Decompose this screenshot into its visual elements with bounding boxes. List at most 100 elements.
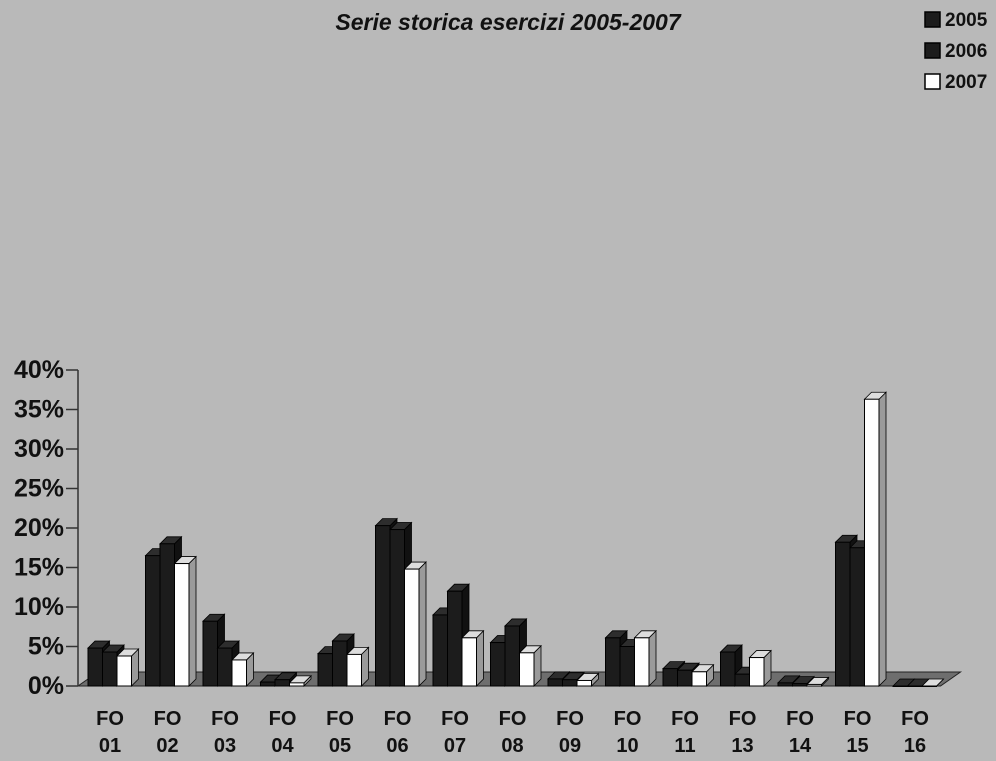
y-tick-label: 30%: [14, 435, 64, 463]
y-tick-label: 15%: [14, 554, 64, 582]
x-tick-label: FO: [556, 708, 584, 730]
bar-front: [662, 668, 678, 687]
x-tick-label: 03: [214, 735, 236, 757]
bar: [633, 629, 657, 687]
bar: [116, 648, 140, 687]
bar: [231, 651, 255, 687]
x-tick-label: FO: [729, 708, 757, 730]
bar-front: [504, 625, 520, 687]
bar-front: [562, 679, 578, 687]
bar: [518, 644, 542, 687]
bar-front: [260, 681, 276, 687]
bar: [173, 555, 197, 687]
x-tick-label: FO: [211, 708, 239, 730]
x-tick-label: 06: [386, 735, 408, 757]
x-tick-label: 13: [731, 735, 753, 757]
bar-front: [389, 529, 405, 687]
bar: [576, 672, 600, 687]
bar-front: [375, 525, 391, 687]
bar-front: [159, 543, 175, 687]
bar-front: [289, 682, 305, 687]
bar-front: [849, 547, 865, 687]
bar-front: [605, 637, 621, 687]
bar-front: [174, 563, 190, 687]
bar-front: [145, 555, 161, 687]
y-tick-label: 25%: [14, 475, 64, 503]
x-tick-label: FO: [614, 708, 642, 730]
bar-front: [792, 683, 808, 687]
x-tick-label: 10: [616, 735, 638, 757]
bar-front: [490, 642, 506, 687]
bar-front: [217, 647, 233, 687]
bar-front: [864, 398, 880, 687]
bar: [921, 678, 945, 687]
bar-side: [476, 629, 484, 687]
bar-front: [202, 620, 218, 687]
bar: [288, 674, 312, 687]
chart-subtitle: Serie storica esercizi 2005-2007: [335, 9, 681, 35]
bar-front: [274, 679, 290, 687]
x-tick-label: FO: [786, 708, 814, 730]
y-tick-label: 5%: [28, 633, 64, 661]
bar-front: [921, 685, 937, 687]
x-tick-label: 08: [501, 735, 523, 757]
bar-front: [346, 653, 362, 687]
y-tick-label: 0%: [28, 672, 64, 700]
bar-front: [317, 653, 333, 687]
bar-front: [547, 678, 563, 687]
legend-swatch: [924, 42, 941, 59]
legend-swatch: [924, 11, 941, 28]
y-tick-label: 40%: [14, 356, 64, 384]
legend-label: 2005: [945, 10, 988, 31]
x-tick-label: 15: [846, 735, 868, 757]
bar-front: [519, 652, 535, 687]
x-tick-label: 01: [99, 735, 121, 757]
legend-swatch: [924, 73, 941, 90]
x-tick-label: FO: [499, 708, 527, 730]
bars-group: [87, 391, 945, 687]
bar-front: [116, 655, 132, 687]
bar-side: [878, 391, 887, 687]
bar-front: [892, 685, 908, 687]
x-tick-label: FO: [154, 708, 182, 730]
x-tick-label: 16: [904, 735, 926, 757]
bar-front: [619, 646, 635, 687]
bar-front: [720, 651, 736, 687]
bar-front: [835, 541, 851, 687]
bar-front: [231, 659, 247, 687]
x-tick-label: FO: [326, 708, 354, 730]
y-tick-label: 20%: [14, 514, 64, 542]
bar-side: [648, 629, 657, 687]
bar: [461, 629, 485, 687]
x-axis: FO 01 FO 02 FO 03 FO 04 FO 05 FO 06 FO 07 FO 08 FO 09 FO 10…: [96, 708, 929, 757]
bar-front: [677, 669, 693, 687]
x-tick-label: FO: [96, 708, 124, 730]
x-tick-label: FO: [441, 708, 469, 730]
x-tick-label: FO: [671, 708, 699, 730]
y-tick-label: 35%: [14, 396, 64, 424]
bar: [748, 649, 772, 687]
bar: [346, 646, 370, 687]
bar-front: [461, 637, 477, 687]
bar-front: [806, 683, 822, 687]
x-tick-label: 09: [559, 735, 581, 757]
x-tick-label: 05: [329, 735, 351, 757]
x-tick-label: 14: [789, 735, 812, 757]
bar: [806, 676, 830, 687]
y-tick-label: 10%: [14, 593, 64, 621]
y-axis: 0% 5% 10% 15% 20% 25% 30% 35% 40%: [14, 356, 79, 700]
bar-side: [418, 561, 427, 687]
legend-label: 2006: [945, 41, 987, 62]
bar-front: [691, 671, 707, 687]
x-tick-label: 04: [271, 735, 294, 757]
bar-side: [188, 555, 197, 687]
bar-front: [576, 679, 592, 687]
bar: [403, 561, 427, 687]
bar-front: [907, 685, 923, 687]
bar-front: [734, 673, 750, 687]
bar-front: [634, 637, 650, 687]
legend-label: 2007: [945, 72, 987, 93]
x-tick-label: FO: [269, 708, 297, 730]
bar-front: [447, 590, 463, 687]
